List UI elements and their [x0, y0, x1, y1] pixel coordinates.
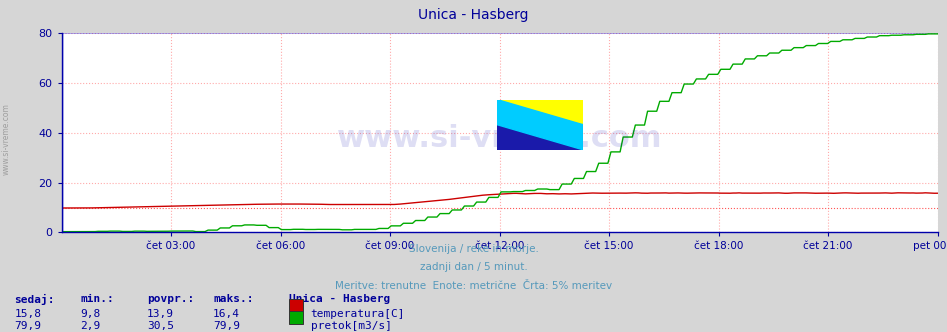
Text: 15,8: 15,8	[14, 309, 42, 319]
Polygon shape	[497, 124, 582, 150]
Text: pretok[m3/s]: pretok[m3/s]	[311, 321, 392, 331]
Text: 2,9: 2,9	[80, 321, 100, 331]
Text: Meritve: trenutne  Enote: metrične  Črta: 5% meritev: Meritve: trenutne Enote: metrične Črta: …	[335, 281, 612, 290]
Text: zadnji dan / 5 minut.: zadnji dan / 5 minut.	[420, 262, 527, 272]
Text: www.si-vreme.com: www.si-vreme.com	[1, 104, 10, 175]
Text: 79,9: 79,9	[14, 321, 42, 331]
Text: 13,9: 13,9	[147, 309, 174, 319]
Text: 9,8: 9,8	[80, 309, 100, 319]
Polygon shape	[497, 100, 582, 124]
Text: sedaj:: sedaj:	[14, 294, 55, 305]
Text: temperatura[C]: temperatura[C]	[311, 309, 405, 319]
Text: maks.:: maks.:	[213, 294, 254, 304]
Polygon shape	[497, 100, 582, 124]
Text: povpr.:: povpr.:	[147, 294, 194, 304]
Text: 16,4: 16,4	[213, 309, 241, 319]
Text: Slovenija / reke in morje.: Slovenija / reke in morje.	[408, 244, 539, 254]
Text: Unica - Hasberg: Unica - Hasberg	[419, 8, 528, 22]
Text: 79,9: 79,9	[213, 321, 241, 331]
Text: 30,5: 30,5	[147, 321, 174, 331]
Text: Unica - Hasberg: Unica - Hasberg	[289, 294, 390, 304]
Text: min.:: min.:	[80, 294, 115, 304]
Text: www.si-vreme.com: www.si-vreme.com	[337, 124, 662, 153]
Polygon shape	[497, 124, 582, 150]
